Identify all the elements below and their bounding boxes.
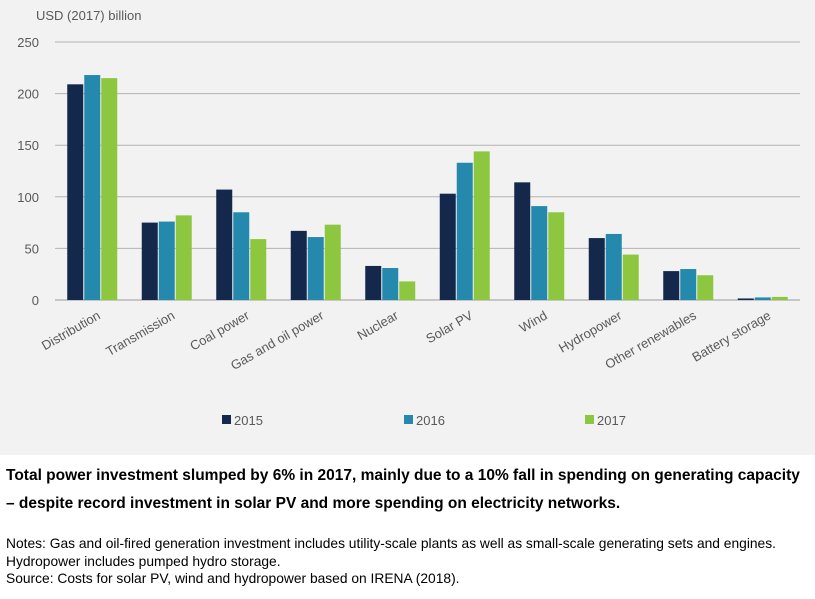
- bar: [307, 237, 324, 300]
- legend-label: 2017: [597, 413, 626, 428]
- y-tick-label: 150: [17, 138, 39, 153]
- bar: [771, 296, 788, 300]
- y-axis-unit-label: USD (2017) billion: [36, 8, 142, 23]
- bar: [158, 221, 175, 300]
- x-tick-label: Transmission: [103, 308, 177, 359]
- bar: [101, 78, 118, 301]
- bar: [175, 215, 192, 300]
- bar: [697, 275, 714, 300]
- bar: [514, 182, 531, 300]
- x-tick-label: Battery storage: [689, 308, 773, 365]
- legend-swatch: [585, 415, 594, 424]
- y-tick-label: 250: [17, 35, 39, 50]
- bar: [531, 206, 548, 300]
- bar: [439, 193, 456, 300]
- bar: [382, 268, 399, 300]
- bar: [588, 238, 605, 300]
- y-tick-label: 0: [32, 293, 39, 308]
- bar: [84, 75, 101, 300]
- bar: [290, 230, 307, 300]
- bar: [233, 212, 250, 300]
- bar: [141, 222, 158, 300]
- bar-chart: 0 50 100 150 200 250 Distribution Transmission C…: [17, 35, 800, 428]
- bar: [365, 265, 382, 300]
- chart-headline: Total power investment slumped by 6% in …: [6, 467, 800, 512]
- bar: [622, 254, 639, 300]
- x-tick-label: Hydropower: [556, 307, 625, 355]
- legend-label: 2016: [416, 413, 445, 428]
- chart-notes: Notes: Gas and oil-fired generation inve…: [6, 536, 776, 569]
- bar: [737, 298, 754, 300]
- bar: [250, 239, 267, 300]
- bar: [680, 269, 697, 300]
- bar: [663, 271, 680, 300]
- bar: [754, 297, 771, 300]
- chart-area: USD (2017) billion 0 50 100 150 200 250 Distri…: [0, 0, 815, 455]
- legend-swatch: [222, 415, 231, 424]
- bar: [605, 233, 622, 300]
- x-tick-label: Solar PV: [423, 307, 475, 346]
- bar: [548, 212, 565, 300]
- x-tick-label: Distribution: [39, 308, 103, 354]
- bar: [456, 162, 473, 300]
- x-tick-label: Nuclear: [354, 307, 401, 343]
- y-tick-label: 200: [17, 87, 39, 102]
- chart-notes-block: Notes: Gas and oil-fired generation inve…: [6, 535, 811, 588]
- bar: [67, 84, 84, 300]
- chart-source: Source: Costs for solar PV, wind and hyd…: [6, 571, 460, 586]
- x-tick-label: Wind: [517, 308, 550, 336]
- bar: [216, 189, 233, 300]
- x-tick-label: Coal power: [187, 307, 252, 353]
- bar: [473, 151, 490, 300]
- bar: [399, 281, 416, 300]
- bar: [324, 224, 341, 300]
- legend-label: 2015: [234, 413, 263, 428]
- y-tick-label: 50: [25, 241, 39, 256]
- legend-swatch: [404, 415, 413, 424]
- y-tick-label: 100: [17, 190, 39, 205]
